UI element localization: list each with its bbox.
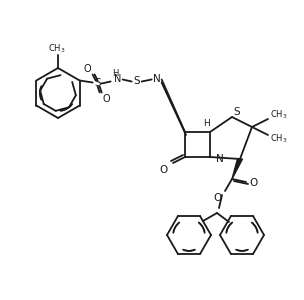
Text: S: S — [234, 107, 240, 117]
Text: S: S — [94, 79, 101, 88]
Text: N: N — [153, 74, 161, 85]
Text: N: N — [114, 74, 121, 85]
Text: S: S — [133, 76, 140, 86]
Text: H: H — [112, 69, 119, 78]
Text: H: H — [204, 118, 210, 127]
Text: O: O — [249, 178, 257, 188]
Polygon shape — [232, 159, 243, 179]
Text: O: O — [160, 165, 168, 175]
Text: O: O — [84, 64, 92, 74]
Text: N: N — [216, 154, 224, 164]
Text: CH$_3$: CH$_3$ — [270, 133, 288, 145]
Text: CH$_3$: CH$_3$ — [48, 43, 66, 55]
Text: O: O — [214, 193, 222, 203]
Text: CH$_3$: CH$_3$ — [270, 109, 288, 121]
Text: O: O — [103, 94, 110, 103]
